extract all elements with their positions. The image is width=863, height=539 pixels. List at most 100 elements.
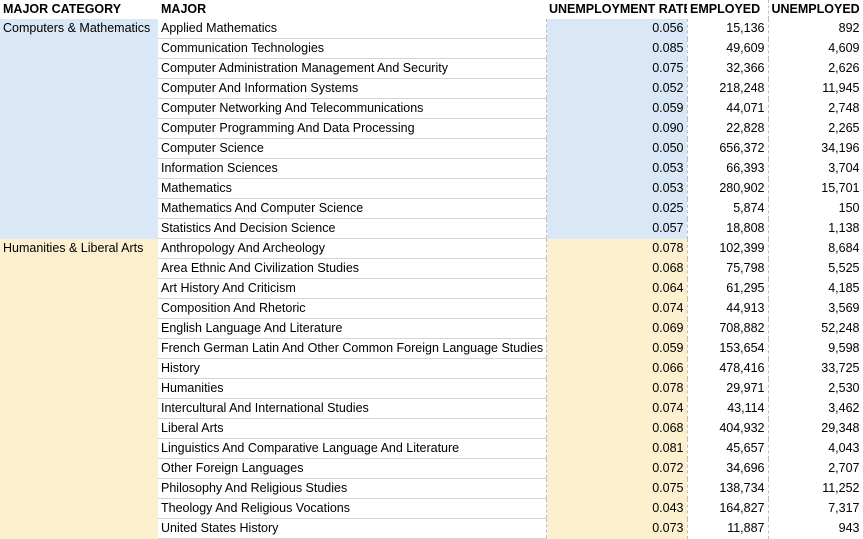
employed-cell[interactable]: 15,136 (687, 19, 769, 39)
unemployment-rate-cell[interactable]: 0.073 (546, 518, 688, 539)
unemployed-cell[interactable]: 1,138 (768, 218, 863, 239)
major-cell[interactable]: Applied Mathematics (158, 19, 547, 39)
employed-cell[interactable]: 656,372 (687, 138, 769, 159)
employed-cell[interactable]: 49,609 (687, 38, 769, 59)
major-cell[interactable]: Computer Programming And Data Processing (158, 118, 547, 139)
major-cell[interactable]: Communication Technologies (158, 38, 547, 59)
employed-cell[interactable]: 478,416 (687, 358, 769, 379)
unemployed-cell[interactable]: 4,043 (768, 438, 863, 459)
unemployed-cell[interactable]: 150 (768, 198, 863, 219)
employed-cell[interactable]: 44,913 (687, 298, 769, 319)
unemployment-rate-cell[interactable]: 0.069 (546, 318, 688, 339)
header-unemployed[interactable]: UNEMPLOYED (768, 0, 863, 19)
category-cell[interactable] (0, 318, 158, 339)
category-cell[interactable] (0, 358, 158, 379)
unemployment-rate-cell[interactable]: 0.072 (546, 458, 688, 479)
unemployed-cell[interactable]: 33,725 (768, 358, 863, 379)
unemployed-cell[interactable]: 2,707 (768, 458, 863, 479)
major-cell[interactable]: Linguistics And Comparative Language And… (158, 438, 547, 459)
employed-cell[interactable]: 280,902 (687, 178, 769, 199)
unemployment-rate-cell[interactable]: 0.081 (546, 438, 688, 459)
major-cell[interactable]: Information Sciences (158, 158, 547, 179)
unemployed-cell[interactable]: 9,598 (768, 338, 863, 359)
major-cell[interactable]: Computer Networking And Telecommunicatio… (158, 98, 547, 119)
major-cell[interactable]: Other Foreign Languages (158, 458, 547, 479)
major-cell[interactable]: Composition And Rhetoric (158, 298, 547, 319)
employed-cell[interactable]: 153,654 (687, 338, 769, 359)
category-cell[interactable] (0, 418, 158, 439)
category-cell[interactable] (0, 338, 158, 359)
category-cell[interactable] (0, 38, 158, 59)
major-cell[interactable]: English Language And Literature (158, 318, 547, 339)
employed-cell[interactable]: 404,932 (687, 418, 769, 439)
unemployment-rate-cell[interactable]: 0.043 (546, 498, 688, 519)
unemployment-rate-cell[interactable]: 0.056 (546, 19, 688, 39)
major-cell[interactable]: Computer And Information Systems (158, 78, 547, 99)
unemployed-cell[interactable]: 892 (768, 19, 863, 39)
unemployed-cell[interactable]: 34,196 (768, 138, 863, 159)
major-cell[interactable]: Art History And Criticism (158, 278, 547, 299)
unemployed-cell[interactable]: 11,252 (768, 478, 863, 499)
unemployment-rate-cell[interactable]: 0.085 (546, 38, 688, 59)
employed-cell[interactable]: 61,295 (687, 278, 769, 299)
employed-cell[interactable]: 708,882 (687, 318, 769, 339)
unemployment-rate-cell[interactable]: 0.053 (546, 158, 688, 179)
unemployment-rate-cell[interactable]: 0.025 (546, 198, 688, 219)
unemployment-rate-cell[interactable]: 0.059 (546, 98, 688, 119)
major-cell[interactable]: French German Latin And Other Common For… (158, 338, 547, 359)
category-cell[interactable]: Computers & Mathematics (0, 19, 158, 39)
unemployed-cell[interactable]: 11,945 (768, 78, 863, 99)
unemployed-cell[interactable]: 3,462 (768, 398, 863, 419)
major-cell[interactable]: Humanities (158, 378, 547, 399)
employed-cell[interactable]: 45,657 (687, 438, 769, 459)
category-cell[interactable] (0, 78, 158, 99)
category-cell[interactable] (0, 218, 158, 239)
unemployed-cell[interactable]: 8,684 (768, 238, 863, 259)
major-cell[interactable]: United States History (158, 518, 547, 539)
unemployment-rate-cell[interactable]: 0.075 (546, 478, 688, 499)
employed-cell[interactable]: 43,114 (687, 398, 769, 419)
employed-cell[interactable]: 218,248 (687, 78, 769, 99)
category-cell[interactable] (0, 98, 158, 119)
category-cell[interactable] (0, 278, 158, 299)
unemployment-rate-cell[interactable]: 0.078 (546, 238, 688, 259)
unemployment-rate-cell[interactable]: 0.068 (546, 258, 688, 279)
employed-cell[interactable]: 66,393 (687, 158, 769, 179)
employed-cell[interactable]: 29,971 (687, 378, 769, 399)
employed-cell[interactable]: 34,696 (687, 458, 769, 479)
unemployed-cell[interactable]: 3,569 (768, 298, 863, 319)
major-cell[interactable]: Theology And Religious Vocations (158, 498, 547, 519)
employed-cell[interactable]: 5,874 (687, 198, 769, 219)
major-cell[interactable]: Computer Science (158, 138, 547, 159)
major-cell[interactable]: Mathematics And Computer Science (158, 198, 547, 219)
header-major-category[interactable]: MAJOR CATEGORY (0, 0, 158, 19)
major-cell[interactable]: Philosophy And Religious Studies (158, 478, 547, 499)
unemployed-cell[interactable]: 29,348 (768, 418, 863, 439)
employed-cell[interactable]: 102,399 (687, 238, 769, 259)
employed-cell[interactable]: 11,887 (687, 518, 769, 539)
unemployed-cell[interactable]: 5,525 (768, 258, 863, 279)
category-cell[interactable] (0, 298, 158, 319)
employed-cell[interactable]: 18,808 (687, 218, 769, 239)
category-cell[interactable]: Humanities & Liberal Arts (0, 238, 158, 259)
unemployment-rate-cell[interactable]: 0.068 (546, 418, 688, 439)
category-cell[interactable] (0, 178, 158, 199)
major-cell[interactable]: Area Ethnic And Civilization Studies (158, 258, 547, 279)
unemployed-cell[interactable]: 2,265 (768, 118, 863, 139)
employed-cell[interactable]: 32,366 (687, 58, 769, 79)
employed-cell[interactable]: 138,734 (687, 478, 769, 499)
employed-cell[interactable]: 75,798 (687, 258, 769, 279)
unemployed-cell[interactable]: 3,704 (768, 158, 863, 179)
employed-cell[interactable]: 22,828 (687, 118, 769, 139)
unemployed-cell[interactable]: 4,609 (768, 38, 863, 59)
unemployment-rate-cell[interactable]: 0.075 (546, 58, 688, 79)
category-cell[interactable] (0, 398, 158, 419)
unemployment-rate-cell[interactable]: 0.059 (546, 338, 688, 359)
unemployment-rate-cell[interactable]: 0.064 (546, 278, 688, 299)
category-cell[interactable] (0, 118, 158, 139)
employed-cell[interactable]: 164,827 (687, 498, 769, 519)
category-cell[interactable] (0, 58, 158, 79)
unemployment-rate-cell[interactable]: 0.053 (546, 178, 688, 199)
category-cell[interactable] (0, 478, 158, 499)
category-cell[interactable] (0, 498, 158, 519)
